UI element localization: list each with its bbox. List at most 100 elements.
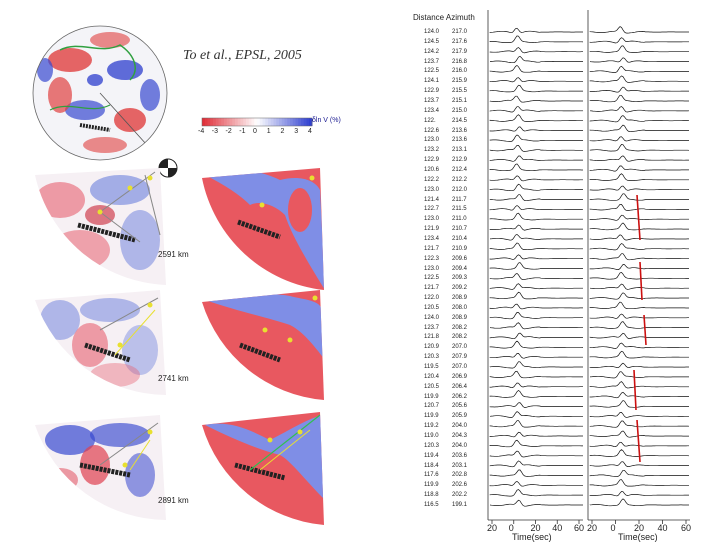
trace-azimuth-label: 208.2 <box>452 334 468 341</box>
depth-label-2: 2741 km <box>158 374 189 383</box>
colorbar-swatch <box>229 118 233 126</box>
trace-distance-label: 121.4 <box>424 196 440 203</box>
time-tick-label: 0 <box>508 523 514 533</box>
trace-azimuth-label: 215.0 <box>452 107 468 114</box>
wedge-binary-upper <box>202 168 324 290</box>
time-tick-label: 40 <box>657 523 668 533</box>
colorbar-swatch <box>243 118 247 126</box>
waveform-trace <box>489 489 583 497</box>
trace-distance-label: 119.4 <box>424 452 439 459</box>
colorbar-tick-label: -2 <box>225 128 232 135</box>
waveform-trace <box>589 342 689 349</box>
waveform-trace <box>489 420 583 428</box>
waveform-trace <box>589 86 689 93</box>
wedge-tomography-2891 <box>35 415 166 520</box>
trace-azimuth-label: 207.0 <box>452 344 468 351</box>
time-tick-label: 60 <box>574 523 585 533</box>
waveform-trace <box>589 243 689 251</box>
waveform-trace <box>589 165 689 172</box>
waveform-trace <box>489 114 583 122</box>
waveform-trace <box>589 37 689 44</box>
trace-distance-label: 123.7 <box>424 58 440 65</box>
trace-distance-label: 119.2 <box>424 423 439 430</box>
colorbar-swatch <box>287 118 291 126</box>
trace-azimuth-label: 207.0 <box>452 364 468 371</box>
colorbar-swatch <box>265 118 269 126</box>
colorbar-swatch <box>213 118 217 126</box>
trace-azimuth-label: 202.8 <box>452 472 468 479</box>
waveform-trace <box>589 155 689 162</box>
waveform-trace <box>589 420 690 428</box>
time-tick-label: 60 <box>681 523 692 533</box>
colorbar-swatch <box>301 118 305 126</box>
colorbar-swatch <box>273 118 277 126</box>
colorbar-tick-label: -3 <box>211 128 218 135</box>
colorbar-tick-label: 4 <box>308 128 312 135</box>
waveform-trace <box>489 233 583 241</box>
waveform-trace <box>489 283 583 290</box>
time-axis-label-right: Time(sec) <box>618 532 658 542</box>
colorbar-tick-label: 1 <box>266 128 271 135</box>
trace-azimuth-label: 215.1 <box>452 97 468 104</box>
trace-distance-label: 124.0 <box>424 29 440 35</box>
colorbar-swatch <box>254 118 258 126</box>
trace-distance-label: 122.2 <box>424 176 440 183</box>
colorbar-swatch <box>257 118 261 126</box>
trace-azimuth-label: 213.6 <box>452 137 468 144</box>
colorbar-swatch <box>202 118 206 126</box>
waveform-trace <box>489 134 583 142</box>
waveform-trace <box>589 469 689 477</box>
trace-distance-label: 118.8 <box>424 492 439 499</box>
colorbar-swatch <box>284 118 288 126</box>
waveform-trace <box>489 322 583 330</box>
waveform-trace <box>589 75 689 83</box>
wedge-tomography-2741 <box>35 290 166 395</box>
trace-distance-label: 123.7 <box>424 97 440 104</box>
trace-distance-label: 124.0 <box>424 314 440 321</box>
waveform-trace <box>489 163 583 172</box>
trace-distance-label: 123.4 <box>424 235 440 242</box>
trace-distance-label: 124.5 <box>424 38 440 45</box>
waveform-trace <box>489 47 583 54</box>
waveform-trace <box>589 301 689 310</box>
citation-text: To et al., EPSL, 2005 <box>183 48 302 63</box>
trace-azimuth-label: 208.9 <box>452 314 468 321</box>
globe-map <box>33 26 167 160</box>
trace-distance-label: 121.7 <box>424 245 440 252</box>
waveform-trace <box>489 340 584 349</box>
wedge-tomography-2591 <box>35 168 166 285</box>
waveform-trace <box>589 461 689 467</box>
trace-azimuth-label: 202.2 <box>452 492 468 499</box>
trace-distance-label: 121.8 <box>424 334 440 341</box>
trace-azimuth-label: 205.9 <box>452 413 468 420</box>
waveform-trace <box>589 26 689 34</box>
phase-pick-marker <box>643 314 647 346</box>
waveform-trace <box>589 144 690 152</box>
trace-distance-label: 120.9 <box>424 344 440 351</box>
trace-azimuth-label: 209.6 <box>452 255 468 262</box>
trace-azimuth-label: 208.0 <box>452 304 468 311</box>
phase-pick-marker <box>636 194 641 241</box>
waveform-trace <box>489 291 583 300</box>
trace-distance-label: 120.6 <box>424 166 440 173</box>
trace-azimuth-label: 213.1 <box>452 147 468 154</box>
colorbar-swatch <box>232 118 236 126</box>
waveform-trace <box>489 499 583 507</box>
colorbar-swatch <box>292 118 296 126</box>
trace-distance-label: 119.9 <box>424 482 439 489</box>
trace-azimuth-label: 209.2 <box>452 285 468 292</box>
trace-azimuth-label: 203.1 <box>452 462 468 469</box>
waveform-trace <box>589 412 689 418</box>
waveform-trace <box>489 194 583 202</box>
waveform-trace <box>589 264 689 270</box>
waveform-trace <box>489 480 583 487</box>
time-tick-label: 20 <box>487 523 498 533</box>
waveform-trace <box>589 271 689 280</box>
trace-azimuth-label: 210.9 <box>452 245 468 252</box>
trace-azimuth-label: 205.6 <box>452 403 468 410</box>
trace-azimuth-label: 203.6 <box>452 452 468 459</box>
trace-distance-label: 119.9 <box>424 393 439 400</box>
trace-azimuth-label: 217.0 <box>452 29 468 35</box>
colorbar-frame <box>201 117 313 127</box>
colorbar-swatch <box>262 118 266 126</box>
